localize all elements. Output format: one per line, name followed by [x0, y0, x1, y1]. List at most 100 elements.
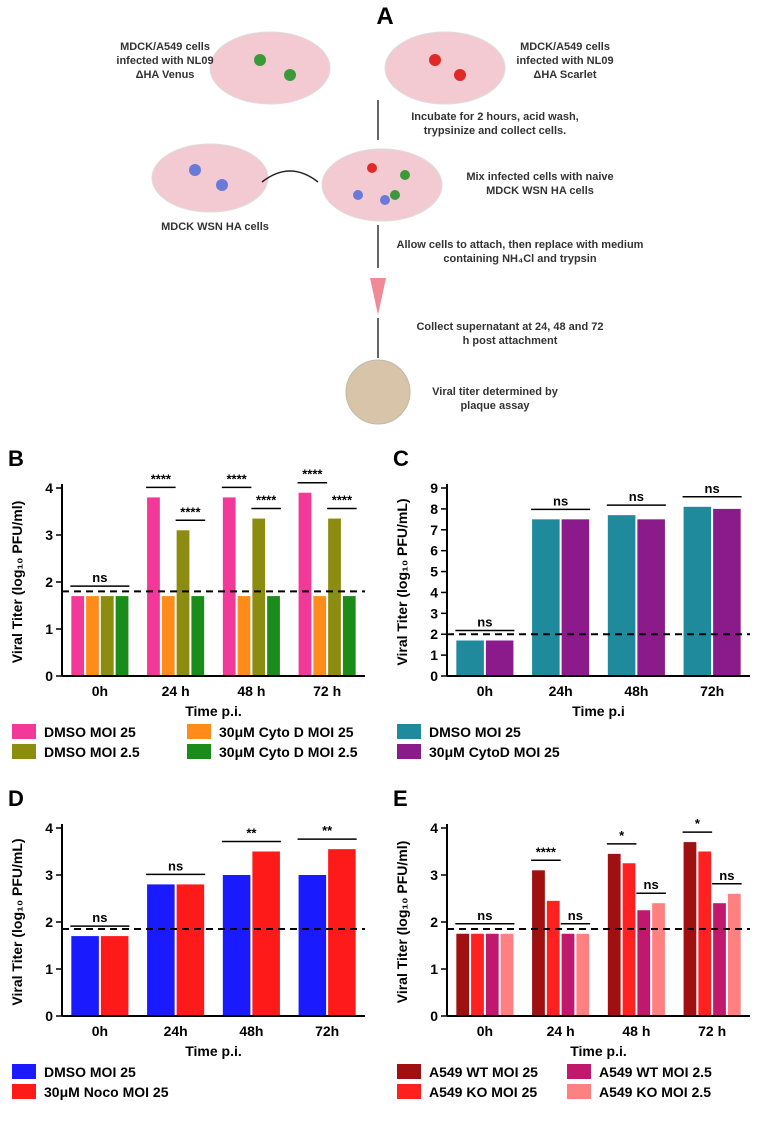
cells — [367, 54, 466, 173]
y-tick-label: 3 — [430, 867, 438, 883]
legend-swatch — [12, 1064, 36, 1079]
bar — [622, 863, 636, 1016]
y-tick-label: 8 — [430, 501, 438, 517]
legend-swatch — [12, 1084, 36, 1099]
dish — [321, 148, 443, 222]
y-tick-label: 5 — [430, 564, 438, 580]
legend-swatch — [397, 1084, 421, 1099]
y-tick-label: 6 — [430, 543, 438, 559]
x-tick-label: 48h — [624, 683, 648, 699]
y-tick-label: 2 — [45, 574, 53, 590]
y-axis-label: Viral Titer (log₁₀ PFU/ml) — [9, 501, 25, 664]
bar — [698, 851, 712, 1016]
bar — [147, 884, 175, 1016]
legend-swatch — [397, 744, 421, 759]
significance-label: ** — [322, 823, 333, 838]
bar — [576, 933, 590, 1016]
dish — [209, 31, 331, 105]
legend-label: DMSO MOI 25 — [429, 724, 521, 740]
x-tick-label: 48 h — [237, 683, 265, 699]
bar — [727, 893, 741, 1016]
y-tick-label: 3 — [45, 867, 53, 883]
step-text: Collect supernatant at 24, 48 and 72 h p… — [416, 321, 604, 347]
bar — [485, 933, 499, 1016]
bar — [328, 849, 356, 1016]
y-tick-label: 3 — [430, 605, 438, 621]
legend-swatch — [187, 744, 211, 759]
legend-label: A549 KO MOI 2.5 — [599, 1084, 711, 1100]
legend-swatch — [567, 1084, 591, 1099]
x-tick-label: 48h — [239, 1023, 263, 1039]
x-tick-label: 48 h — [622, 1023, 650, 1039]
panel-label: D — [8, 786, 24, 811]
significance-label: ns — [92, 910, 107, 925]
legend-swatch — [12, 724, 36, 739]
y-axis-label: Viral Titer (log₁₀ PFU/mL) — [9, 838, 25, 1005]
significance-label: ns — [719, 868, 734, 883]
bar — [500, 933, 514, 1016]
bar — [713, 903, 726, 1016]
bar — [100, 596, 114, 676]
x-tick-label: 0h — [92, 1023, 108, 1039]
y-tick-label: 1 — [430, 647, 438, 663]
bar — [252, 518, 266, 676]
significance-label: ns — [477, 908, 492, 923]
bar — [713, 508, 741, 676]
y-tick-label: 4 — [45, 480, 53, 496]
legend-swatch — [397, 724, 421, 739]
bar — [298, 492, 312, 676]
bar — [607, 853, 621, 1016]
legend-swatch — [397, 1064, 421, 1079]
x-axis-label: Time p.i — [572, 703, 625, 719]
bar — [546, 900, 560, 1016]
legend-label: 30μM Noco MOI 25 — [44, 1084, 169, 1100]
x-tick-label: 0h — [92, 683, 108, 699]
bar — [267, 596, 280, 676]
bar — [115, 596, 129, 676]
significance-label: **** — [536, 844, 557, 859]
plaque-plate — [345, 359, 411, 425]
x-tick-label: 0h — [477, 1023, 493, 1039]
bar — [71, 596, 85, 676]
significance-label: **** — [256, 493, 277, 508]
significance-label: **** — [226, 471, 247, 486]
significance-label: **** — [302, 467, 323, 482]
y-tick-label: 2 — [45, 914, 53, 930]
panel-label: A — [376, 3, 393, 30]
y-tick-label: 4 — [45, 820, 53, 836]
significance-label: ns — [92, 570, 107, 585]
bar — [607, 515, 636, 676]
y-axis-label: Viral Titer (log₁₀ PFU/ml) — [394, 841, 410, 1004]
significance-label: ns — [168, 858, 183, 873]
significance-label: ** — [246, 826, 257, 841]
y-tick-label: 7 — [430, 522, 438, 538]
significance-label: ns — [629, 489, 644, 504]
bar — [637, 519, 665, 676]
step-text: MDCK/A549 cells infected with NL09 ΔHA V… — [116, 41, 214, 81]
step-text: Incubate for 2 hours, acid wash, trypsin… — [411, 111, 579, 137]
bar — [637, 910, 651, 1016]
x-tick-label: 24h — [549, 683, 573, 699]
bar — [485, 640, 514, 676]
bar — [161, 596, 175, 676]
cells — [254, 54, 410, 200]
significance-label: ns — [477, 614, 492, 629]
legend-swatch — [187, 724, 211, 739]
dish — [151, 143, 269, 213]
y-axis-label: Viral Titer (log₁₀ PFU/mL) — [394, 498, 410, 665]
bar — [222, 875, 251, 1016]
step-text: MDCK/A549 cells infected with NL09 ΔHA S… — [516, 41, 614, 81]
y-tick-label: 9 — [430, 480, 438, 496]
dish — [384, 31, 506, 105]
x-tick-label: 24h — [164, 1023, 188, 1039]
tube — [370, 278, 386, 315]
legend-label: A549 WT MOI 2.5 — [599, 1064, 712, 1080]
bar — [532, 519, 560, 676]
y-tick-label: 0 — [45, 668, 53, 684]
y-tick-label: 1 — [45, 961, 53, 977]
panel-label: E — [393, 786, 408, 811]
bar — [86, 596, 99, 676]
x-tick-label: 72 h — [698, 1023, 726, 1039]
bar — [298, 875, 327, 1016]
